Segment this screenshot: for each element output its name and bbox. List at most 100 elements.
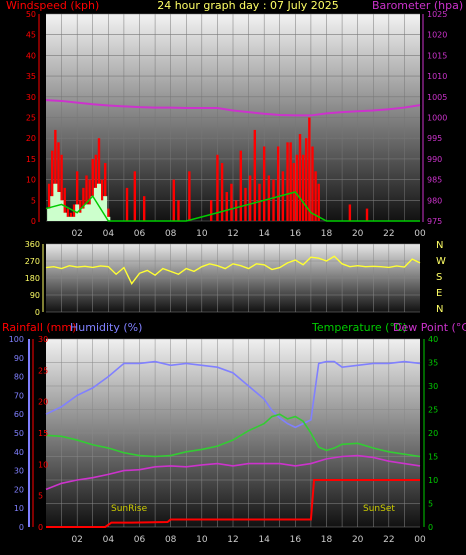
gust-bar — [47, 208, 52, 221]
wind-bar — [272, 179, 275, 221]
gust-bar — [59, 200, 64, 221]
temperature-tick-label: 5 — [428, 500, 433, 509]
wind-bar — [133, 171, 137, 221]
wind-bar — [216, 154, 219, 221]
wind-bar — [365, 208, 369, 221]
barometer-tick-label: 995 — [427, 134, 442, 143]
wind-bar — [60, 154, 63, 221]
windspeed-tick-label: 30 — [26, 93, 36, 102]
humidity-tick-label: 80 — [14, 373, 24, 382]
time-tick-label: 00 — [414, 535, 426, 545]
direction-tick-label: 90 — [30, 291, 40, 300]
direction-tick-label: 270 — [25, 257, 40, 266]
time-tick-label: 22 — [383, 535, 394, 545]
compass-label: N — [436, 304, 443, 315]
barometer-tick-label: 980 — [427, 196, 442, 205]
time-tick-label: 12 — [227, 229, 238, 239]
wind-bar — [75, 171, 79, 221]
compass-label: E — [436, 288, 442, 299]
windspeed-tick-label: 45 — [26, 31, 36, 40]
compass-label: N — [436, 240, 443, 251]
wind-bar — [79, 200, 82, 221]
time-tick-label: 02 — [71, 229, 82, 239]
gust-bar — [106, 216, 111, 221]
barometer-axis-title: Barometer (hpa) — [372, 0, 463, 12]
barometer-tick-label: 1005 — [427, 93, 447, 102]
wind-bar — [220, 163, 224, 221]
gust-bar — [62, 212, 67, 221]
direction-tick-label: 0 — [35, 308, 40, 317]
rainfall-tick-label: 0 — [38, 523, 43, 532]
wind-bar — [239, 150, 242, 221]
direction-tick-label: 360 — [25, 240, 40, 249]
wind-bar — [54, 129, 57, 221]
wind-bar — [262, 146, 266, 221]
wind-bar — [348, 204, 352, 221]
chart-title: 24 hour graph day : 07 July 2025 — [157, 0, 339, 12]
time-tick-label: 18 — [321, 229, 333, 239]
barometer-tick-label: 985 — [427, 176, 442, 185]
gust-bar — [84, 204, 89, 221]
windspeed-tick-label: 10 — [26, 176, 36, 185]
rainfall-tick-label: 20 — [38, 398, 48, 407]
wind-bar — [253, 129, 257, 221]
direction-tick-label: 180 — [25, 274, 40, 283]
temperature-tick-label: 10 — [428, 476, 438, 485]
wind-bar — [281, 171, 285, 221]
humidity-line — [45, 360, 421, 429]
wind-bar — [314, 171, 317, 221]
barometer-tick-label: 1010 — [427, 72, 447, 81]
temperature-tick-label: 40 — [428, 335, 438, 344]
gust-bar — [87, 204, 92, 221]
temperature-tick-label: 30 — [428, 382, 438, 391]
temperature-tick-label: 25 — [428, 406, 438, 415]
barometer-line — [45, 99, 421, 117]
compass-label: S — [436, 272, 442, 283]
wind-bar — [225, 192, 228, 221]
gust-bar — [103, 196, 108, 221]
gust-bar — [56, 192, 61, 221]
wind-bar — [308, 117, 311, 221]
humidity-tick-label: 50 — [14, 429, 24, 438]
humidity-tick-label: 30 — [14, 467, 24, 476]
gust-bar — [65, 216, 70, 221]
windspeed-tick-label: 40 — [26, 51, 36, 60]
time-tick-label: 20 — [352, 229, 364, 239]
time-tick-label: 20 — [352, 535, 364, 545]
time-tick-label: 08 — [165, 229, 177, 239]
rainfall-tick-label: 25 — [38, 366, 48, 375]
wind-bar — [82, 187, 85, 221]
sunrise-label: SunRise — [111, 504, 148, 514]
wind-bar — [125, 187, 129, 221]
axis-labels: 0510152025303540455097598098599099510001… — [9, 10, 448, 545]
time-tick-label: 06 — [134, 229, 146, 239]
gust-bar — [72, 216, 77, 221]
temperature-tick-label: 20 — [428, 429, 438, 438]
direction-line — [45, 255, 421, 286]
wind-bar — [91, 158, 94, 221]
humidity-tick-label: 70 — [14, 391, 24, 400]
rainfall-tick-label: 5 — [38, 492, 43, 501]
wind-bar — [107, 208, 110, 221]
temperature-tick-label: 15 — [428, 453, 438, 462]
barometer-tick-label: 1000 — [427, 114, 447, 123]
gust-bar — [78, 212, 83, 221]
time-tick-label: 08 — [165, 535, 177, 545]
wind-bar — [104, 163, 107, 221]
wind-bar — [72, 204, 76, 221]
wind-bar — [298, 134, 302, 221]
windspeed-tick-label: 5 — [31, 196, 36, 205]
rainfall-tick-label: 15 — [38, 429, 48, 438]
humidity-tick-label: 10 — [14, 504, 24, 513]
humidity-tick-label: 40 — [14, 448, 24, 457]
humidity-axis-title: Humidity (%) — [70, 321, 142, 334]
windspeed-axis-title: Windspeed (kph) — [6, 0, 99, 12]
time-tick-label: 14 — [258, 535, 270, 545]
wind-bar — [51, 150, 54, 221]
wind-bar — [230, 183, 233, 221]
wind-bar — [267, 175, 271, 221]
wind-bar — [289, 142, 292, 221]
rainfall-tick-label: 30 — [38, 335, 48, 344]
humidity-tick-label: 60 — [14, 410, 24, 419]
